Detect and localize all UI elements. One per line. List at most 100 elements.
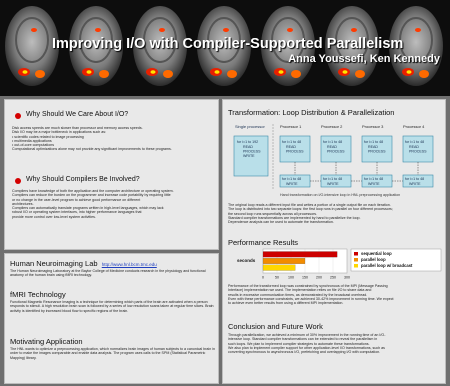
panel: Transformation: Loop Distribution & Para… [222, 99, 446, 384]
code-text: for i=1 to 48 [364, 177, 383, 181]
heading: Why Should We Care About I/O? [26, 111, 129, 118]
heading: Transformation: Loop Distribution & Para… [228, 108, 395, 117]
code-text: PROCESS [327, 150, 345, 154]
code-text: WRITE [409, 182, 421, 186]
x-tick-label: 50 [275, 276, 279, 280]
legend-label: parallel loop w/ broadcast [361, 263, 413, 268]
text-line: converting synchronous to asynchronous I… [228, 350, 381, 355]
caption: Hand transformation on I/O-intensive loo… [280, 193, 400, 197]
code-text: for i=1 to 48 [282, 140, 301, 144]
paragraph: The original loop reads a different inpu… [228, 203, 442, 224]
text-line: Through parallelization, we achieved a m… [228, 333, 386, 337]
text-line: the second loop runs sequentially across… [228, 211, 318, 216]
text-line: Computational optimizations alone may no… [12, 147, 172, 152]
code-text: WRITE [327, 182, 339, 186]
paragraph: Functional Magnetic Resonance Imaging is… [10, 300, 214, 313]
code-text: PROCESS [368, 150, 386, 154]
code-text: PROCESS [409, 150, 427, 154]
panel: Human Neuroimaging Lab http://www.hnl.bc… [4, 253, 219, 384]
text-line: Compilers have knowledge of both the app… [12, 189, 174, 193]
code-text: WRITE [243, 154, 255, 158]
paragraph: Performance of the transformed loop was … [228, 284, 442, 305]
legend-swatch [354, 264, 358, 268]
header: Improving I/O with Compiler-Supported Pa… [0, 0, 450, 96]
code-text: WRITE [368, 182, 380, 186]
heading-text: Human Neuroimaging Lab [10, 259, 98, 268]
code-box [233, 135, 269, 177]
text-line: architectures. [12, 201, 34, 206]
paragraph: Through parallelization, we achieved a m… [228, 333, 442, 354]
brain-detail [207, 17, 241, 63]
text-line: Even with these performance constraints,… [228, 296, 394, 301]
legend-label: sequential loop [361, 251, 392, 256]
code-text: Single processor [235, 124, 265, 129]
activation [419, 70, 429, 78]
text-line: results in excessive communication times… [228, 292, 368, 297]
paragraph: Disk access speeds are much slower than … [12, 126, 217, 152]
brain-detail [335, 17, 369, 63]
x-tick-label: 150 [302, 276, 308, 280]
activation [406, 70, 412, 74]
text-line: Dependence analysis can be used to autom… [228, 220, 334, 225]
x-tick-label: 0 [262, 276, 264, 280]
text-line: We also plan to implement compiler suppo… [228, 345, 385, 350]
brain-detail [15, 17, 49, 63]
text-line: to achieve even better results from usin… [228, 301, 344, 306]
activation [291, 70, 301, 78]
code-text: for i=1 to 48 [323, 140, 342, 144]
text-line: Performance of the transformed loop was … [228, 284, 388, 288]
code-text: for i=1 to 48 [405, 140, 424, 144]
x-tick-label: 100 [288, 276, 294, 280]
bar [262, 264, 296, 271]
activation [95, 28, 101, 32]
activation [351, 28, 357, 32]
activation [159, 28, 165, 32]
processor-label: Processor 4 [403, 124, 425, 129]
x-tick-label: 300 [344, 276, 350, 280]
code-box [279, 135, 311, 163]
bullet [15, 178, 21, 184]
performance-chart: 0 50 100 150 200 250 300 seconds sequential loop… [237, 248, 442, 280]
text-line: Standard compiler transformations are im… [228, 215, 361, 220]
code-text: READ [243, 145, 253, 149]
brain-strip [5, 6, 443, 86]
activation [415, 28, 421, 32]
text-line: robust I/O or operating system interface… [12, 210, 142, 215]
code-text: WRITE [286, 182, 298, 186]
heading: fMRI Technology [10, 290, 66, 299]
paragraph: Compilers have knowledge of both the app… [12, 189, 217, 219]
code-text: READ [409, 145, 419, 149]
activation [150, 70, 156, 74]
code-text: for i=1 to 192 [237, 140, 258, 144]
activation [287, 28, 293, 32]
brain-detail [79, 17, 113, 63]
link[interactable]: http://www.hnl.bcm.tmc.edu [101, 262, 157, 267]
x-tick-label: 250 [330, 276, 336, 280]
authors: Anna Youssefi, Ken Kennedy [288, 53, 440, 65]
heading: Performance Results [228, 238, 299, 247]
legend-swatch [354, 258, 358, 262]
activation [86, 70, 92, 74]
text-line: • scientific codes related to image proc… [12, 134, 84, 139]
code-box [320, 135, 352, 163]
activation [342, 70, 348, 74]
code-text: for i=1 to 48 [282, 177, 301, 181]
axis-label: seconds [237, 258, 256, 263]
activation [31, 28, 37, 32]
x-tick-label: 200 [316, 276, 322, 280]
text-line: such loops. We plan to implement compile… [228, 341, 370, 346]
bullet [15, 113, 21, 119]
activation [22, 70, 28, 74]
heading: Motivating Application [10, 337, 83, 346]
code-box [402, 135, 434, 163]
processor-label: Processor 1 [280, 124, 302, 129]
poster-title: Improving I/O with Compiler-Supported Pa… [52, 36, 404, 52]
processor-label: Processor 3 [362, 124, 384, 129]
brain-detail [271, 17, 305, 63]
activation [223, 28, 229, 32]
legend [350, 248, 442, 272]
legend-label: parallel loop [361, 257, 386, 262]
text-line: provide more control over low-level syst… [12, 214, 96, 219]
